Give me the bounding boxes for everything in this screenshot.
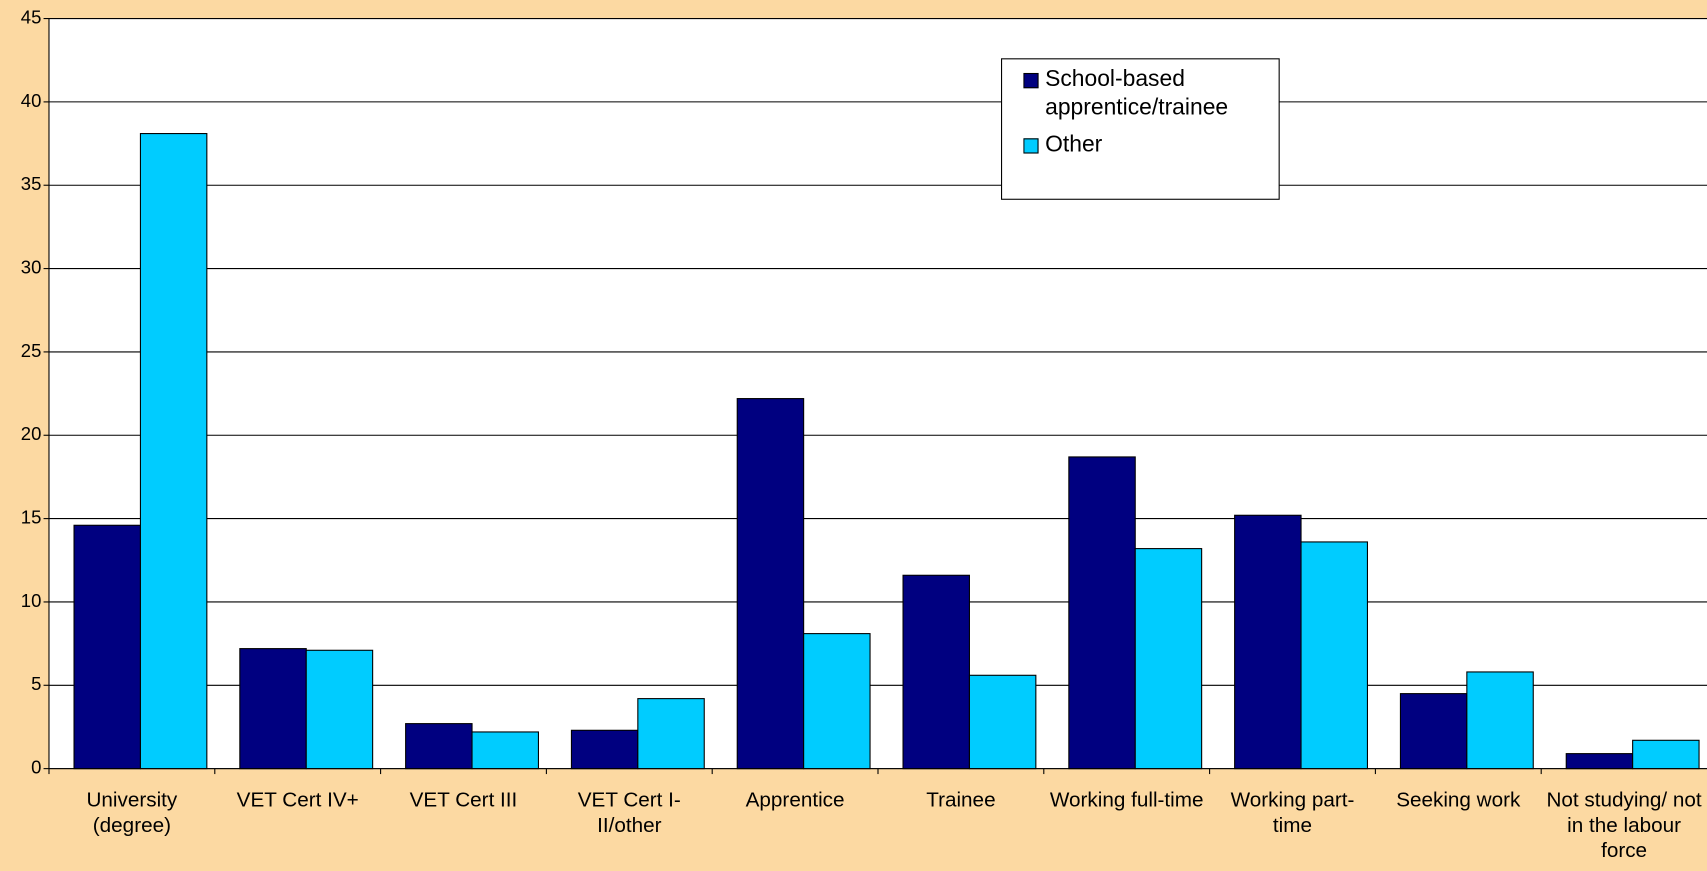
x-tick-label: VET Cert III bbox=[409, 789, 518, 813]
y-tick-label: 25 bbox=[21, 340, 42, 361]
y-tick-label: 15 bbox=[21, 506, 42, 527]
bar bbox=[803, 633, 871, 770]
legend: School-based apprentice/trainee Other bbox=[1023, 65, 1273, 159]
x-tick-label: Seeking work bbox=[1396, 789, 1521, 813]
bar bbox=[1632, 739, 1700, 770]
x-tick-label: University (degree) bbox=[86, 789, 178, 838]
bar bbox=[736, 398, 805, 770]
legend-content: School-based apprentice/trainee Other bbox=[1023, 65, 1273, 159]
x-tick-label-box: VET Cert I-II/other bbox=[577, 789, 681, 838]
bar bbox=[73, 524, 141, 770]
bar bbox=[139, 133, 208, 770]
x-tick-label-box: Apprentice bbox=[745, 789, 845, 813]
legend-entry: School-based apprentice/trainee bbox=[1023, 65, 1273, 122]
y-tick-label: 35 bbox=[21, 173, 42, 194]
x-tick-label-box: VET Cert IV+ bbox=[236, 789, 359, 813]
x-tick-label-box: Seeking work bbox=[1396, 789, 1521, 813]
x-tick-label-box: Working part-time bbox=[1230, 789, 1355, 838]
x-tick-label-box: Working full-time bbox=[1049, 789, 1204, 813]
x-tick-label: Working full-time bbox=[1049, 789, 1204, 813]
x-tick-label: Trainee bbox=[926, 789, 996, 813]
bar bbox=[1134, 548, 1203, 770]
x-tick-label-box: Trainee bbox=[926, 789, 996, 813]
x-tick-label-box: Not studying/ not in the labour force bbox=[1546, 789, 1702, 863]
legend-label: Other bbox=[1045, 131, 1103, 157]
bar bbox=[570, 729, 639, 770]
bar bbox=[1234, 514, 1302, 770]
plot-area bbox=[48, 18, 1707, 769]
bar bbox=[471, 731, 539, 770]
x-tick-label-box: VET Cert III bbox=[409, 789, 518, 813]
bar bbox=[1565, 753, 1634, 770]
bar bbox=[305, 649, 374, 770]
x-tick-label: Apprentice bbox=[745, 789, 845, 813]
bar bbox=[1399, 693, 1468, 770]
legend-box bbox=[1001, 58, 1280, 200]
y-tick-label: 45 bbox=[21, 6, 42, 27]
legend-swatch bbox=[1023, 72, 1039, 89]
y-tick-label: 30 bbox=[21, 256, 42, 277]
x-tick-label: Working part-time bbox=[1230, 789, 1355, 838]
bar bbox=[1466, 671, 1534, 770]
x-tick-label-box: University (degree) bbox=[86, 789, 178, 838]
bar bbox=[1300, 541, 1368, 770]
legend-swatch bbox=[1023, 138, 1039, 154]
bar bbox=[405, 723, 473, 770]
bar bbox=[637, 698, 705, 770]
y-tick-label: 5 bbox=[31, 673, 41, 694]
y-tick-label: 40 bbox=[21, 90, 42, 111]
y-tick-label: 20 bbox=[21, 423, 42, 444]
bar bbox=[902, 574, 970, 770]
x-tick-label: VET Cert IV+ bbox=[236, 789, 359, 813]
y-tick-label: 0 bbox=[31, 757, 41, 778]
bar bbox=[239, 648, 307, 770]
bar bbox=[968, 674, 1037, 770]
x-tick-label: VET Cert I-II/other bbox=[577, 789, 681, 838]
legend-label: School-based apprentice/trainee bbox=[1045, 66, 1229, 120]
bar bbox=[1068, 456, 1136, 770]
x-tick-label: Not studying/ not in the labour force bbox=[1546, 789, 1702, 863]
y-tick-label: 10 bbox=[21, 590, 42, 611]
legend-entry: Other bbox=[1023, 131, 1273, 159]
